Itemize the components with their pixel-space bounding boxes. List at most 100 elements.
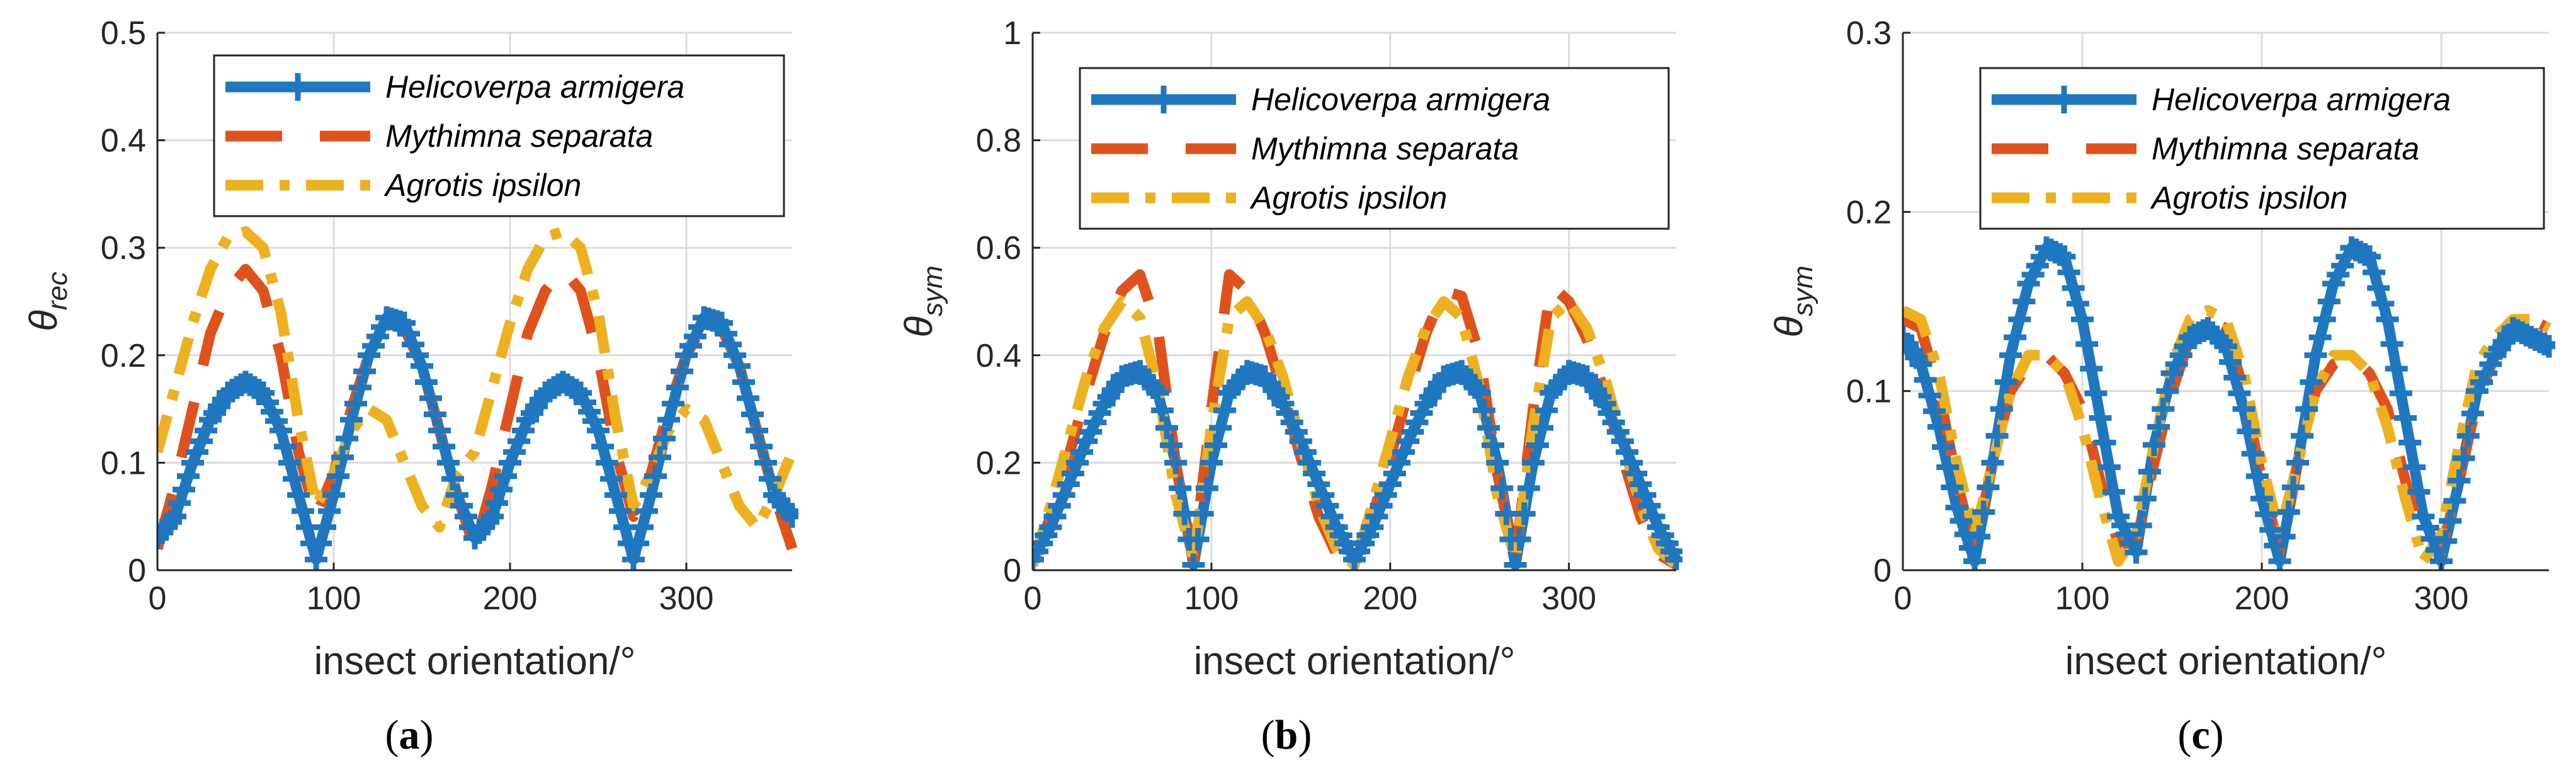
data-point-marker [1526,433,1549,457]
data-point-marker [287,483,310,507]
data-point-marker [340,408,363,432]
data-point-marker [1985,424,2009,447]
data-point-marker [2389,382,2412,405]
data-point-marker [314,515,336,539]
data-point-marker [2291,424,2314,447]
data-point-marker [671,360,693,383]
data-point-marker [1535,399,1558,422]
data-point-marker [2268,549,2291,570]
data-point-marker [2456,424,2480,447]
data-point-marker [1611,430,1634,453]
data-point-marker [190,430,213,453]
data-point-marker [2394,406,2417,430]
data-point-marker [1999,343,2022,367]
data-point-marker [653,427,676,451]
data-point-marker [1303,462,1326,485]
data-point-marker [2317,290,2341,313]
data-point-marker [1665,548,1682,570]
plot-area [157,226,798,570]
data-point-marker [1293,440,1317,464]
data-point-marker [1615,440,1638,464]
data-point-marker [2452,447,2475,470]
caption-paren: ) [2210,712,2224,758]
data-point-marker [503,440,526,464]
data-point-marker [2407,480,2431,503]
data-point-marker [2228,382,2251,405]
data-point-marker [1521,451,1545,474]
y-tick-label: 0.8 [976,123,1021,159]
data-point-marker [728,354,751,377]
legend-marker [284,73,312,101]
data-point-marker [1155,416,1178,439]
data-point-marker [1486,451,1509,474]
data-point-marker [750,435,773,458]
data-point-marker [741,403,764,426]
data-point-marker [732,370,755,394]
caption-paren: ) [1298,712,1312,758]
data-point-marker [1200,451,1223,474]
data-point-marker [450,494,473,517]
data-point-marker [1320,505,1344,528]
y-tick-label: 0 [1003,553,1021,589]
data-point-marker [2363,261,2386,284]
data-point-marker [2125,541,2148,564]
caption-paren: ( [2177,712,2191,758]
data-point-marker [600,467,623,490]
data-point-marker [292,500,314,523]
data-point-marker [1370,494,1393,517]
data-point-marker [2080,357,2103,381]
data-point-marker [1213,399,1237,422]
data-point-marker [2380,333,2403,356]
y-tick-label: 0.4 [101,123,146,159]
legend-label: Agrotis ipsilon [2150,180,2347,215]
y-axis-title-subscript: sym [917,265,948,316]
data-point-marker [1039,515,1062,539]
data-point-marker [1061,462,1084,485]
y-tick-label: 0.2 [976,445,1021,481]
data-point-marker [318,500,341,523]
data-point-marker [2066,292,2089,316]
data-point-marker [283,467,305,490]
data-point-marker [1994,370,2017,394]
y-tick-label: 0.1 [1846,374,1892,410]
legend-marker [2050,86,2078,113]
legend-label: Mythimna separata [385,118,653,154]
data-point-marker [719,333,742,356]
data-point-marker [737,387,759,410]
data-point-marker [397,322,420,345]
data-point-marker [305,548,327,570]
data-point-marker [2286,451,2309,474]
data-point-marker [644,464,667,488]
data-point-marker [2245,464,2269,488]
data-point-marker [1927,415,1950,439]
data-point-marker [2272,525,2296,548]
data-point-marker [181,451,204,474]
data-point-marker [424,403,446,426]
data-point-marker [415,370,438,394]
data-point-marker [2129,514,2152,537]
data-point-marker [2097,456,2121,479]
x-tick-label: 300 [2414,580,2469,617]
y-tick-label: 0 [128,553,146,589]
data-point-marker [2448,469,2471,492]
legend-label: Helicoverpa armigera [2152,82,2451,117]
legend: Helicoverpa armigera Mythimna separata Agr… [213,54,785,217]
data-point-marker [2416,516,2439,539]
data-point-marker [631,515,654,539]
data-point-marker [2223,366,2247,389]
data-point-marker [353,360,376,383]
plot-area [1033,269,1682,570]
data-point-marker [1209,416,1232,439]
legend-label: Helicoverpa armigera [1251,82,1550,117]
data-point-marker [2398,431,2422,454]
x-tick-label: 0 [1894,580,1912,617]
data-point-marker [278,451,301,474]
caption-letter: a [399,712,420,758]
data-point-marker [1472,399,1495,422]
data-point-marker [2412,505,2435,528]
data-point-marker [2143,433,2165,456]
data-point-marker [336,427,358,451]
series-line-0 [1033,365,1681,570]
data-point-marker [1195,476,1218,500]
plot-area [1903,236,2555,570]
